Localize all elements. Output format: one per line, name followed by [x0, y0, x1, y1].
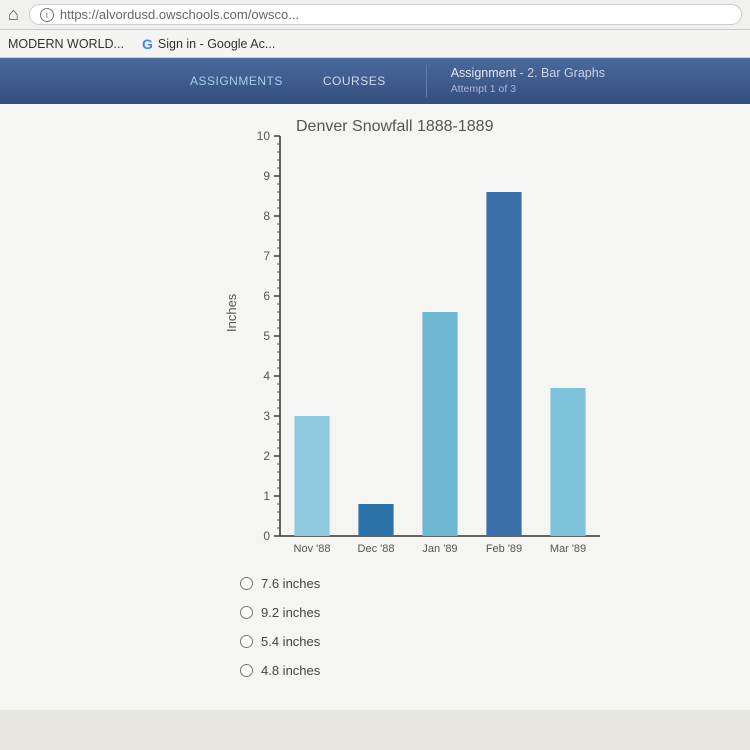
svg-text:3: 3	[263, 409, 270, 423]
tab-assignments[interactable]: ASSIGNMENTS	[190, 58, 283, 104]
radio-input[interactable]	[240, 577, 253, 590]
svg-text:Feb '89: Feb '89	[486, 543, 522, 555]
tab-courses[interactable]: COURSES	[323, 58, 386, 104]
svg-text:8: 8	[263, 209, 270, 223]
svg-text:Dec '88: Dec '88	[358, 543, 395, 555]
svg-text:Jan '89: Jan '89	[422, 543, 457, 555]
svg-text:4: 4	[263, 369, 270, 383]
svg-text:Mar '89: Mar '89	[550, 543, 586, 555]
answer-option[interactable]: 9.2 inches	[240, 605, 720, 620]
assignment-title: - 2. Bar Graphs	[520, 66, 605, 80]
bookmark-label: MODERN WORLD...	[8, 37, 124, 51]
answer-option[interactable]: 4.8 inches	[240, 663, 720, 678]
assignment-header: Assignment - 2. Bar Graphs Attempt 1 of …	[426, 65, 605, 96]
google-icon: G	[142, 36, 153, 52]
svg-text:0: 0	[263, 529, 270, 543]
url-text: https://alvordusd.owschools.com/owsco...	[60, 7, 299, 22]
radio-input[interactable]	[240, 606, 253, 619]
answer-options: 7.6 inches 9.2 inches 5.4 inches 4.8 inc…	[240, 576, 720, 678]
chart-title: Denver Snowfall 1888-1889	[296, 118, 493, 136]
svg-text:10: 10	[257, 129, 271, 143]
course-nav-bar: ASSIGNMENTS COURSES Assignment - 2. Bar …	[0, 58, 750, 104]
browser-address-bar: ⌂ i https://alvordusd.owschools.com/owsc…	[0, 0, 750, 30]
info-icon[interactable]: i	[40, 8, 54, 22]
svg-text:6: 6	[263, 289, 270, 303]
option-label: 7.6 inches	[261, 576, 320, 591]
radio-input[interactable]	[240, 664, 253, 677]
home-icon[interactable]: ⌂	[8, 4, 19, 25]
bookmark-label: Sign in - Google Ac...	[158, 37, 275, 51]
attempt-text: Attempt 1 of 3	[451, 82, 605, 96]
svg-text:Nov '88: Nov '88	[294, 543, 331, 555]
svg-text:7: 7	[263, 249, 270, 263]
bookmarks-bar: MODERN WORLD... G Sign in - Google Ac...	[0, 30, 750, 58]
chart-svg: 0 1 2 3 4 5 6 7 8 9 10 Nov '88 Dec '88 Jan '89 Feb '89…	[230, 122, 610, 562]
option-label: 4.8 inches	[261, 663, 320, 678]
y-axis-label: Inches	[224, 294, 239, 332]
assignment-label: Assignment	[451, 66, 516, 80]
option-label: 9.2 inches	[261, 605, 320, 620]
option-label: 5.4 inches	[261, 634, 320, 649]
url-input[interactable]: i https://alvordusd.owschools.com/owsco.…	[29, 4, 742, 25]
radio-input[interactable]	[240, 635, 253, 648]
answer-option[interactable]: 5.4 inches	[240, 634, 720, 649]
bookmark-modern-world[interactable]: MODERN WORLD...	[8, 37, 124, 51]
content-area: Denver Snowfall 1888-1889 Inches 0 1 2 3 4 5 6…	[0, 104, 750, 710]
svg-text:2: 2	[263, 449, 270, 463]
bookmark-google-signin[interactable]: G Sign in - Google Ac...	[142, 36, 275, 52]
svg-text:9: 9	[263, 169, 270, 183]
bar-chart: Denver Snowfall 1888-1889 Inches 0123456…	[230, 122, 650, 562]
svg-text:1: 1	[263, 489, 270, 503]
svg-text:5: 5	[263, 329, 270, 343]
answer-option[interactable]: 7.6 inches	[240, 576, 720, 591]
